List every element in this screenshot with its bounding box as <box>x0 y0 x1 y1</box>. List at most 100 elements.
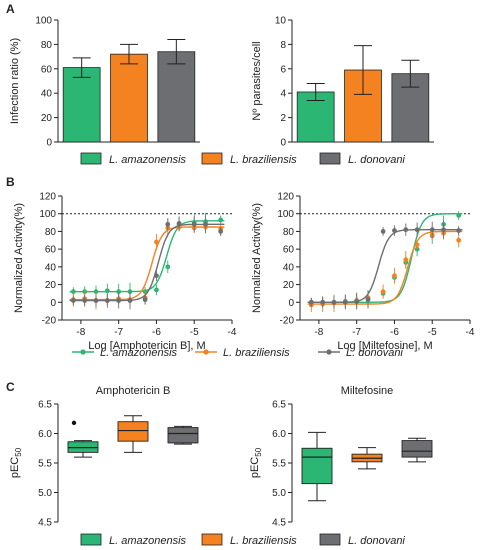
data-point-l-donovani <box>142 297 148 303</box>
y-tick-label: -20 <box>42 316 57 327</box>
data-point-l-donovani <box>203 221 208 227</box>
y-tick-label: 40 <box>283 262 295 273</box>
data-point-l-donovani <box>354 299 360 304</box>
y-tick-label: 80 <box>283 227 295 238</box>
y-tick-label: 8 <box>280 40 286 51</box>
data-point-l-donovani <box>165 221 171 227</box>
x-tick-label: -6 <box>390 327 399 338</box>
fit-curve-l-donovani <box>69 223 225 302</box>
y-tick-label: 80 <box>45 227 57 238</box>
data-point-l-donovani <box>218 229 224 234</box>
y-tick-label: 5.0 <box>38 488 52 499</box>
y-tick-label: 100 <box>39 209 56 220</box>
bar-l-donovani <box>157 51 196 143</box>
data-point-l-braziliensis <box>414 242 420 248</box>
data-point-l-donovani <box>320 299 326 305</box>
data-point-l-braziliensis <box>380 289 386 295</box>
miltefosine-dose-response-chart: -20 0 20 40 60 80 100 120 Normalized Activity(%)… <box>251 192 475 353</box>
legend-panel-b: L. amazonensis L. braziliensis L. donovani <box>72 347 403 359</box>
data-point-l-braziliensis <box>392 273 397 279</box>
data-point-l-donovani <box>403 227 409 233</box>
y-tick-label: 4.5 <box>38 518 52 529</box>
data-point-l-braziliensis <box>403 257 409 263</box>
data-point-l-amazonensis <box>165 264 171 270</box>
box-l-donovani <box>167 427 199 444</box>
legend-label-l-braziliensis: L. braziliensis <box>230 154 297 166</box>
miltefosine-pec50-boxplot: Miltefosine 4.5 5.0 5.5 6.0 6.5 pEC50 <box>249 385 433 529</box>
y-tick-label: 5.0 <box>272 488 286 499</box>
x-axis-label: Log [Amphotericin B], M <box>88 340 205 352</box>
data-point-l-braziliensis <box>456 237 462 243</box>
data-point-l-amazonensis <box>104 288 110 294</box>
x-tick-label: -5 <box>190 327 199 338</box>
x-tick-label: -7 <box>114 327 123 338</box>
data-point-l-donovani <box>82 298 88 303</box>
x-tick-label: -7 <box>352 327 361 338</box>
y-tick-label: 60 <box>283 245 295 256</box>
amphotericin-dose-response-chart: -20 0 20 40 60 80 100 120 Normalized Activity(%)… <box>13 192 237 353</box>
data-point-l-donovani <box>308 299 314 305</box>
x-tick-label: -8 <box>314 327 323 338</box>
y-tick-label: -20 <box>280 316 295 327</box>
y-tick-label: 20 <box>45 280 57 291</box>
y-tick-label: 120 <box>277 192 294 203</box>
y-tick-label: 5.5 <box>272 459 286 470</box>
y-tick-label: 4 <box>280 89 286 100</box>
legend-label-l-amazonensis: L. amazonensis <box>109 535 187 547</box>
box-l-donovani <box>401 440 433 458</box>
fit-curve-l-braziliensis <box>69 226 225 301</box>
chart-title: Amphotericin B <box>96 385 171 397</box>
y-tick-label: 0 <box>288 298 294 309</box>
legend-swatch-l-braziliensis <box>201 152 223 165</box>
x-tick-label: -4 <box>466 327 475 338</box>
data-point-l-donovani <box>414 227 420 233</box>
data-point-l-donovani <box>380 229 386 234</box>
y-tick-label: 100 <box>277 209 294 220</box>
y-tick-label: 10 <box>275 16 287 27</box>
x-tick-label: -8 <box>76 327 85 338</box>
y-axis-label: pEC50 <box>249 447 263 478</box>
data-point-l-donovani <box>191 221 197 227</box>
legend-swatch-l-amazonensis <box>80 533 102 546</box>
panel-label-c: C <box>6 380 15 394</box>
data-point-l-donovani <box>331 299 337 305</box>
legend-label-l-donovani: L. donovani <box>346 347 403 359</box>
y-tick-label: 40 <box>41 89 53 100</box>
legend-marker-l-braziliensis <box>203 349 209 355</box>
x-tick-label: -4 <box>228 327 237 338</box>
legend-swatch-l-donovani <box>319 533 341 546</box>
parasites-per-cell-chart: 0 2 4 6 8 10 Nº parasites/cell <box>251 16 434 149</box>
panel-label-a: A <box>6 2 15 16</box>
x-tick-label: -6 <box>152 327 161 338</box>
bar-l-braziliensis <box>110 53 148 143</box>
y-tick-label: 6.0 <box>38 429 52 440</box>
fit-curve-l-amazonensis <box>307 213 463 303</box>
legend-label-l-braziliensis: L. braziliensis <box>223 347 290 359</box>
y-tick-label: 6 <box>280 64 286 75</box>
data-point-l-donovani <box>154 273 159 279</box>
data-point-l-donovani <box>176 221 182 226</box>
y-tick-label: 0 <box>46 138 52 149</box>
data-point-l-donovani <box>70 298 76 303</box>
legend-marker-l-donovani <box>326 349 332 355</box>
legend-marker-l-amazonensis <box>80 349 86 355</box>
y-tick-label: 0 <box>280 138 286 149</box>
y-axis-label: pEC50 <box>9 447 23 478</box>
data-point-l-donovani <box>441 227 446 233</box>
legend-label-l-braziliensis: L. braziliensis <box>230 535 297 547</box>
y-tick-label: 6.5 <box>272 400 286 411</box>
y-tick-label: 20 <box>283 280 295 291</box>
data-point-l-donovani <box>365 297 371 303</box>
data-point-l-donovani <box>456 228 462 233</box>
y-tick-label: 2 <box>280 113 286 124</box>
legend-swatch-l-amazonensis <box>80 152 102 165</box>
box-l-braziliensis <box>117 421 149 442</box>
legend-label-l-amazonensis: L. amazonensis <box>100 347 178 359</box>
data-point-l-amazonensis <box>456 213 462 218</box>
data-point-l-donovani <box>392 228 397 233</box>
y-tick-label: 100 <box>35 16 52 27</box>
data-point-l-amazonensis <box>154 287 159 293</box>
x-axis-label: Log [Miltefosine], M <box>337 340 432 352</box>
panel-label-b: B <box>6 175 15 189</box>
legend-label-l-amazonensis: L. amazonensis <box>109 154 187 166</box>
